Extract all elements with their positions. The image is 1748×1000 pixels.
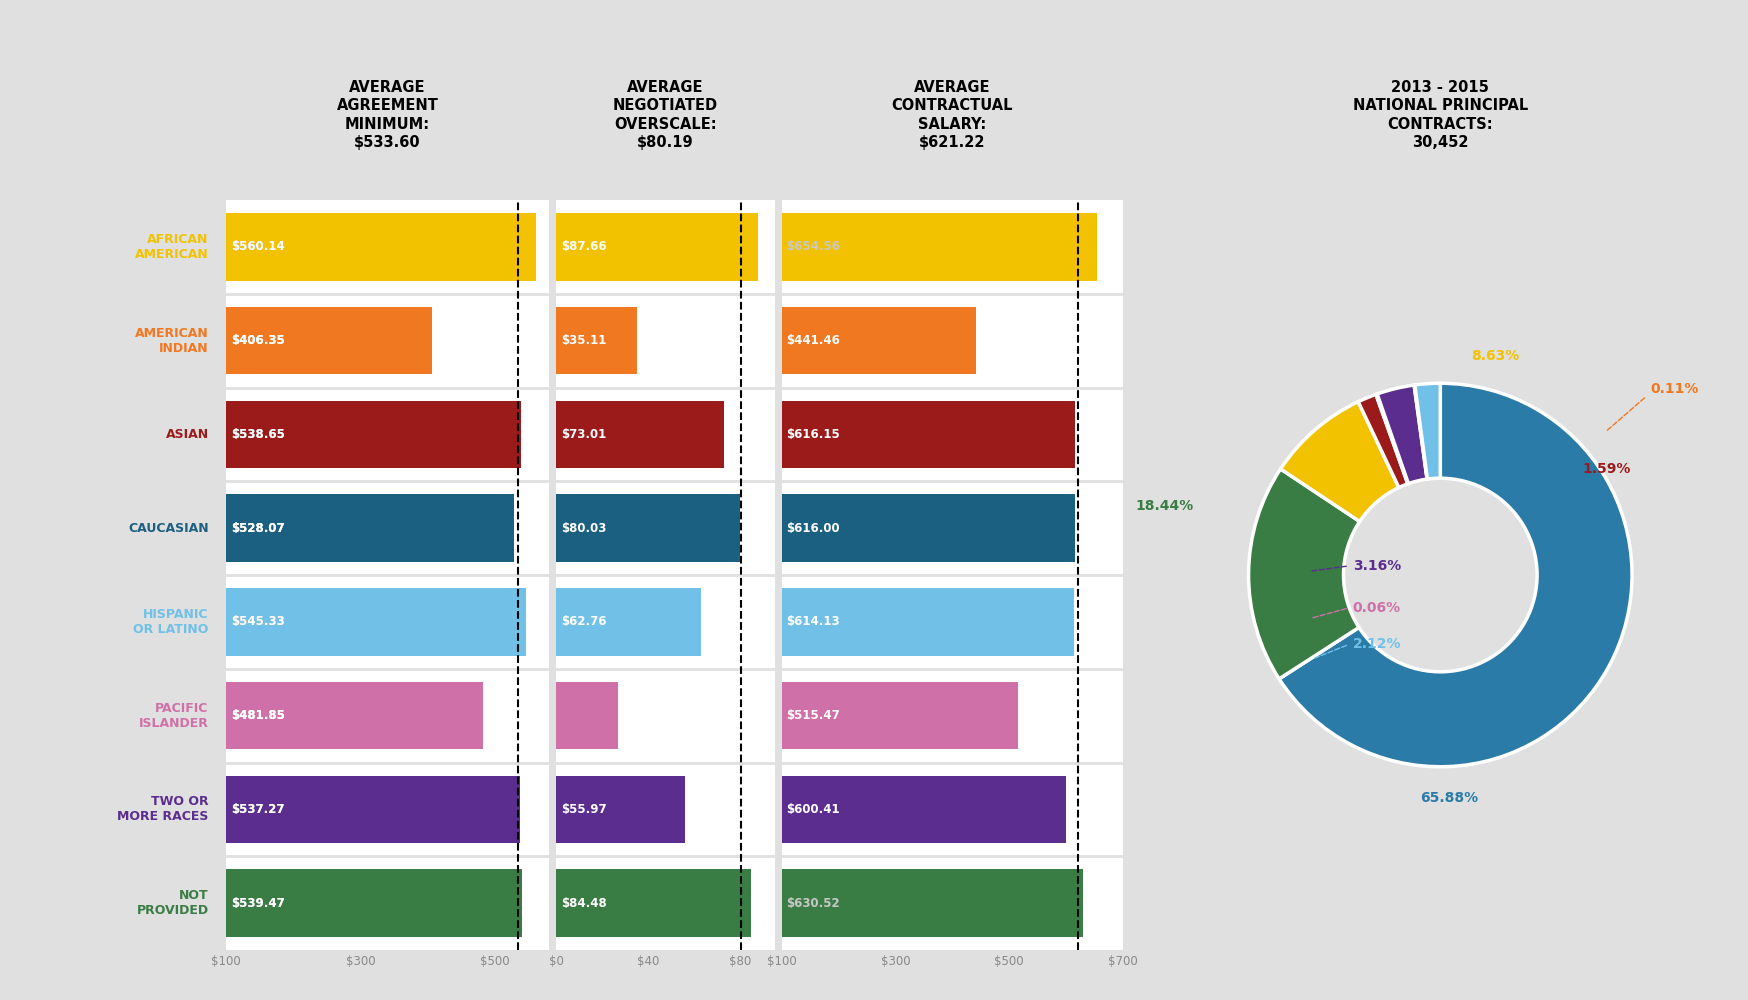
Wedge shape [1358,394,1407,488]
Text: $73.01: $73.01 [561,428,607,441]
Text: $481.85: $481.85 [231,709,285,722]
Text: 2.12%: 2.12% [1351,637,1400,651]
Text: $545.33: $545.33 [231,615,285,628]
Wedge shape [1280,402,1398,521]
Text: $538.65: $538.65 [231,428,285,441]
Wedge shape [1376,394,1407,484]
Text: 18.44%: 18.44% [1134,499,1194,513]
Bar [781,401,1075,468]
Text: $616.15: $616.15 [787,428,839,441]
Bar [225,401,521,468]
Text: $539.47: $539.47 [231,897,285,910]
Bar [556,682,619,749]
Text: $27.03: $27.03 [561,709,607,722]
Text: 65.88%: 65.88% [1419,791,1477,805]
Text: $84.48: $84.48 [561,897,607,910]
Text: 0.11%: 0.11% [1650,382,1697,396]
Wedge shape [1414,385,1426,479]
Text: 3.16%: 3.16% [1351,559,1400,573]
Text: $538.65: $538.65 [231,428,285,441]
Text: 8.63%: 8.63% [1470,349,1519,363]
Text: AMERICAN
INDIAN: AMERICAN INDIAN [135,327,208,355]
Text: $560.14: $560.14 [231,240,285,253]
Text: 0.06%: 0.06% [1351,601,1400,615]
Bar [781,869,1082,937]
Bar [781,682,1017,749]
Text: PACIFIC
ISLANDER: PACIFIC ISLANDER [138,702,208,730]
Bar [225,588,526,656]
Text: $481.85: $481.85 [231,709,285,722]
Wedge shape [1414,383,1440,479]
Bar [781,494,1075,562]
Text: AVERAGE
NEGOTIATED
OVERSCALE:
$80.19: AVERAGE NEGOTIATED OVERSCALE: $80.19 [612,80,718,150]
Text: 1.59%: 1.59% [1582,462,1631,476]
Text: $616.00: $616.00 [787,522,839,535]
Text: TWO OR
MORE RACES: TWO OR MORE RACES [117,795,208,823]
Wedge shape [1248,469,1358,679]
Text: $35.11: $35.11 [561,334,607,347]
Text: $528.07: $528.07 [231,522,285,535]
Text: $614.13: $614.13 [787,615,839,628]
Text: $630.52: $630.52 [787,897,839,910]
Bar [556,588,701,656]
Wedge shape [1376,385,1426,484]
Wedge shape [1278,383,1631,767]
Bar [556,307,636,374]
Text: $560.14: $560.14 [231,240,285,253]
Text: $539.47: $539.47 [231,897,285,910]
Text: $406.35: $406.35 [231,334,285,347]
Text: $515.47: $515.47 [787,709,839,722]
Bar [225,776,521,843]
Text: ASIAN: ASIAN [166,428,208,441]
Text: $600.41: $600.41 [787,803,839,816]
Bar [225,213,535,281]
Bar [781,213,1096,281]
Bar [781,776,1066,843]
Text: AVERAGE
CONTRACTUAL
SALARY:
$621.22: AVERAGE CONTRACTUAL SALARY: $621.22 [891,80,1012,150]
Text: $80.03: $80.03 [561,522,607,535]
Bar [556,869,750,937]
Text: $441.46: $441.46 [787,334,839,347]
Text: CAUCASIAN: CAUCASIAN [128,522,208,535]
Bar [225,869,521,937]
Bar [225,494,514,562]
Bar [556,213,757,281]
Bar [556,401,724,468]
Text: $55.97: $55.97 [561,803,607,816]
Bar [556,776,685,843]
Bar [225,682,482,749]
Bar [225,307,432,374]
Text: $545.33: $545.33 [231,615,285,628]
Text: $406.35: $406.35 [231,334,285,347]
Bar [556,494,739,562]
Text: AFRICAN
AMERICAN: AFRICAN AMERICAN [135,233,208,261]
Bar [781,588,1073,656]
Text: $537.27: $537.27 [231,803,285,816]
Text: $528.07: $528.07 [231,522,285,535]
Text: $537.27: $537.27 [231,803,285,816]
Text: $62.76: $62.76 [561,615,607,628]
Bar [781,307,975,374]
Text: $87.66: $87.66 [561,240,607,253]
Text: $654.56: $654.56 [787,240,839,253]
Text: AVERAGE
AGREEMENT
MINIMUM:
$533.60: AVERAGE AGREEMENT MINIMUM: $533.60 [336,80,439,150]
Text: HISPANIC
OR LATINO: HISPANIC OR LATINO [133,608,208,636]
Text: NOT
PROVIDED: NOT PROVIDED [136,889,208,917]
Text: 2013 - 2015
NATIONAL PRINCIPAL
CONTRACTS:
30,452: 2013 - 2015 NATIONAL PRINCIPAL CONTRACTS… [1351,80,1528,150]
